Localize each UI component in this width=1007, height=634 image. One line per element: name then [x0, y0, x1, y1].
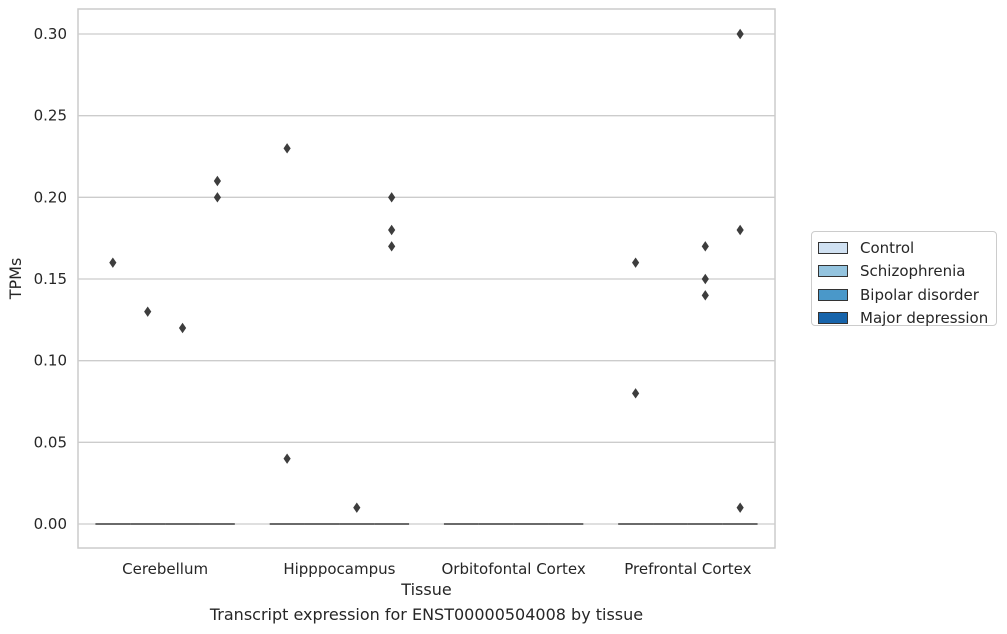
- x-tick-label: Prefrontal Cortex: [624, 560, 751, 578]
- outlier-point: [388, 192, 396, 203]
- legend-swatch-bipolar: [818, 288, 848, 301]
- legend-swatch-schizophrenia: [818, 265, 848, 278]
- x-axis-label: Tissue: [400, 580, 451, 599]
- outlier-point: [736, 502, 744, 513]
- y-tick-label: 0.00: [34, 515, 67, 533]
- legend-swatch-control: [818, 241, 848, 254]
- x-tick-label: Orbitofontal Cortex: [442, 560, 586, 578]
- outlier-point: [283, 143, 291, 154]
- outlier-point: [144, 306, 152, 317]
- x-tick-label: Hipppocampus: [283, 560, 395, 578]
- y-tick-label: 0.30: [34, 25, 67, 43]
- outlier-point: [109, 257, 117, 268]
- outlier-point: [213, 175, 221, 187]
- legend-item-schizophrenia: Schizophrenia: [818, 260, 996, 284]
- y-tick-label: 0.20: [34, 188, 67, 206]
- legend-item-major-depression: Major depression: [818, 307, 996, 331]
- outlier-point: [632, 257, 640, 268]
- legend: Control Schizophrenia Bipolar disorder M…: [811, 231, 997, 327]
- outlier-point: [388, 224, 396, 236]
- legend-label-control: Control: [860, 238, 915, 257]
- outlier-point: [388, 241, 396, 252]
- legend-item-control: Control: [818, 236, 996, 260]
- legend-swatch-major-depression: [818, 312, 848, 325]
- legend-label-bipolar: Bipolar disorder: [860, 285, 979, 304]
- y-tick-label: 0.25: [34, 107, 67, 125]
- outlier-point: [701, 290, 709, 301]
- outlier-point: [701, 273, 709, 285]
- legend-label-major-depression: Major depression: [860, 309, 989, 328]
- y-tick-label: 0.05: [34, 433, 67, 451]
- outlier-point: [736, 28, 744, 40]
- y-tick-label: 0.10: [34, 352, 67, 370]
- y-axis-label: TPMs: [6, 258, 25, 301]
- chart-caption: Transcript expression for ENST0000050400…: [209, 605, 644, 624]
- legend-item-bipolar: Bipolar disorder: [818, 283, 996, 307]
- outlier-point: [701, 241, 709, 252]
- outlier-point: [736, 224, 744, 236]
- outlier-point: [353, 502, 361, 513]
- outlier-point: [178, 322, 187, 334]
- x-tick-label: Cerebellum: [122, 560, 208, 578]
- legend-label-schizophrenia: Schizophrenia: [860, 262, 966, 281]
- outlier-point: [213, 192, 221, 203]
- outlier-point: [283, 453, 291, 464]
- y-tick-label: 0.15: [34, 270, 67, 288]
- plot-frame: [77, 8, 776, 549]
- outlier-point: [632, 388, 640, 399]
